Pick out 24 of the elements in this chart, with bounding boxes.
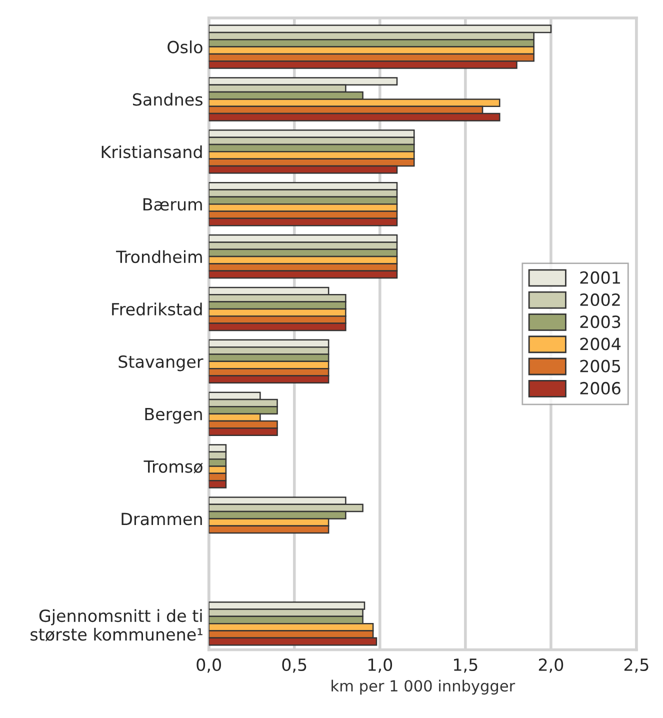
y-tick-label: Fredrikstad bbox=[112, 302, 202, 316]
y-tick-label: Gjennomsnitt i de ti største kommunene¹ bbox=[30, 609, 202, 642]
legend-label: 2003 bbox=[580, 316, 620, 328]
x-tick-label: 2,0 bbox=[538, 658, 564, 673]
y-tick-label: Trondheim bbox=[116, 250, 202, 264]
y-tick-label: Oslo bbox=[168, 40, 202, 54]
y-tick-label: Stavanger bbox=[118, 355, 204, 372]
legend-label: 2006 bbox=[580, 382, 620, 395]
legend-label: 2005 bbox=[580, 360, 620, 372]
x-tick-label: 1,5 bbox=[454, 658, 478, 673]
y-tick-label: Kristiansand bbox=[102, 145, 202, 158]
x-tick-label: 1,0 bbox=[368, 658, 392, 673]
x-tick-label: 0,5 bbox=[282, 658, 306, 673]
legend-label: 2001 bbox=[580, 271, 620, 284]
x-axis-title: km per 1 000 innbygger bbox=[332, 680, 516, 695]
y-tick-label: Bærum bbox=[143, 198, 202, 211]
y-tick-label: Tromsø bbox=[144, 460, 203, 474]
y-tick-label: Sandnes bbox=[132, 92, 202, 106]
legend-label: 2002 bbox=[580, 293, 620, 306]
x-tick-label: 2,5 bbox=[624, 658, 648, 673]
y-tick-label: Bergen bbox=[145, 408, 202, 424]
x-tick-label: 0,0 bbox=[196, 658, 221, 673]
y-tick-label: Drammen bbox=[122, 512, 202, 526]
legend-label: 2004 bbox=[580, 338, 621, 350]
